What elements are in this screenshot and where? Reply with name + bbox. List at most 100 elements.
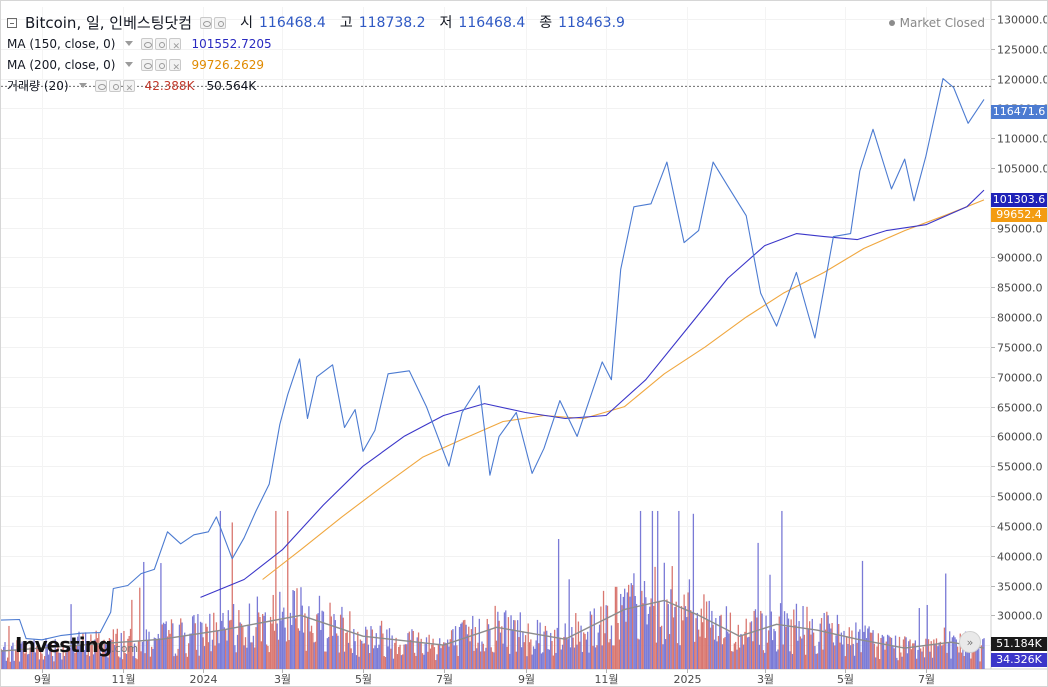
volume-bar — [244, 637, 247, 669]
volume-bar — [232, 604, 235, 669]
volume-bar — [320, 629, 322, 669]
volume-bar — [231, 522, 233, 669]
volume-bar — [295, 618, 297, 669]
close-icon[interactable] — [169, 58, 182, 78]
volume-bar — [704, 637, 706, 669]
volume-bar — [293, 590, 296, 669]
volume-bar — [92, 654, 95, 669]
volume-bar — [930, 641, 932, 669]
volume-bar — [497, 611, 499, 669]
volume-bar — [830, 628, 832, 669]
volume-bar — [538, 643, 540, 669]
volume-bar — [524, 635, 527, 669]
volume-bar — [583, 632, 585, 669]
volume-bar — [403, 644, 405, 669]
y-tick-label: 30000.0 — [997, 610, 1043, 623]
low-value: 116468.4 — [458, 15, 526, 31]
volume-bar — [375, 633, 377, 669]
volume-bar — [661, 625, 663, 669]
volume-bar — [213, 612, 215, 669]
collapse-legend-icon[interactable] — [7, 18, 17, 28]
volume-bar — [98, 633, 100, 669]
volume-bar — [879, 659, 881, 669]
volume-bar — [177, 648, 179, 669]
volume-bar — [941, 645, 943, 669]
eye-icon[interactable] — [141, 37, 154, 50]
close-icon[interactable] — [169, 37, 182, 57]
volume-bar — [864, 625, 866, 669]
volume-bar — [106, 644, 108, 669]
volume-bar — [715, 618, 717, 669]
volume-bar — [627, 584, 630, 669]
close-icon[interactable] — [122, 79, 135, 99]
volume-bar — [474, 627, 477, 669]
gear-icon[interactable] — [155, 58, 168, 71]
volume-bar — [653, 605, 655, 669]
volume-bar — [49, 650, 51, 669]
volume-bar — [979, 661, 981, 669]
gear-icon[interactable] — [214, 17, 227, 29]
volume-bar — [937, 646, 939, 669]
volume-bar — [205, 623, 207, 669]
volume-bar — [946, 652, 948, 669]
volume-bar — [608, 642, 610, 669]
eye-icon[interactable] — [94, 79, 107, 92]
volume-bar — [394, 642, 396, 669]
volume-bar — [37, 646, 39, 669]
volume-bar — [536, 619, 539, 669]
volume-bar — [688, 579, 691, 669]
volume-bar — [129, 628, 132, 669]
volume-bar — [700, 608, 702, 669]
volume-label[interactable]: 거래량 (20) — [7, 78, 69, 93]
volume-bar — [354, 641, 356, 669]
y-tick-label: 105000.0 — [997, 163, 1048, 176]
volume-bar — [738, 647, 741, 669]
gear-icon[interactable] — [155, 37, 168, 50]
volume-bar — [672, 617, 675, 669]
volume-bar — [339, 614, 342, 669]
volume-bar — [53, 661, 55, 669]
volume-bar — [811, 618, 813, 669]
volume-bar — [178, 624, 181, 669]
volume-bar — [613, 645, 615, 669]
volume-bar — [374, 645, 376, 669]
y-tick-label: 110000.0 — [997, 133, 1048, 146]
volume-bar — [297, 628, 299, 669]
volume-bar — [494, 605, 496, 669]
volume-bar — [435, 660, 437, 669]
volume-bar — [642, 603, 644, 669]
volume-bar — [547, 649, 549, 669]
volume-bar — [863, 631, 865, 669]
gear-icon[interactable] — [108, 79, 121, 92]
volume-bar — [324, 651, 326, 669]
volume-bar — [396, 654, 399, 669]
volume-bar — [62, 641, 64, 669]
volume-bar — [256, 596, 259, 669]
ma150-label[interactable]: MA (150, close, 0) — [7, 36, 116, 51]
volume-bar — [292, 590, 294, 669]
volume-bar — [943, 627, 946, 669]
volume-bar — [565, 637, 568, 669]
volume-bar — [160, 563, 162, 669]
volume-bar — [188, 643, 190, 669]
volume-bar — [120, 632, 122, 669]
y-tick-label: 90000.0 — [997, 252, 1043, 265]
scroll-to-latest-button[interactable]: » — [959, 631, 981, 653]
volume-bar — [55, 648, 58, 669]
volume-bar — [774, 631, 776, 669]
chevron-down-icon[interactable] — [125, 62, 134, 67]
volume-bar — [683, 594, 685, 669]
volume-bar — [526, 656, 528, 669]
chevron-down-icon[interactable] — [125, 41, 134, 46]
eye-icon[interactable] — [200, 17, 213, 29]
volume-bar — [507, 617, 510, 669]
chevron-down-icon[interactable] — [78, 83, 87, 88]
volume-bar — [972, 649, 975, 669]
volume-bar — [169, 633, 171, 669]
volume-bar — [247, 624, 249, 669]
ma200-label[interactable]: MA (200, close, 0) — [7, 57, 116, 72]
volume-bar — [836, 614, 839, 669]
volume-bar — [147, 640, 149, 669]
eye-icon[interactable] — [141, 58, 154, 71]
